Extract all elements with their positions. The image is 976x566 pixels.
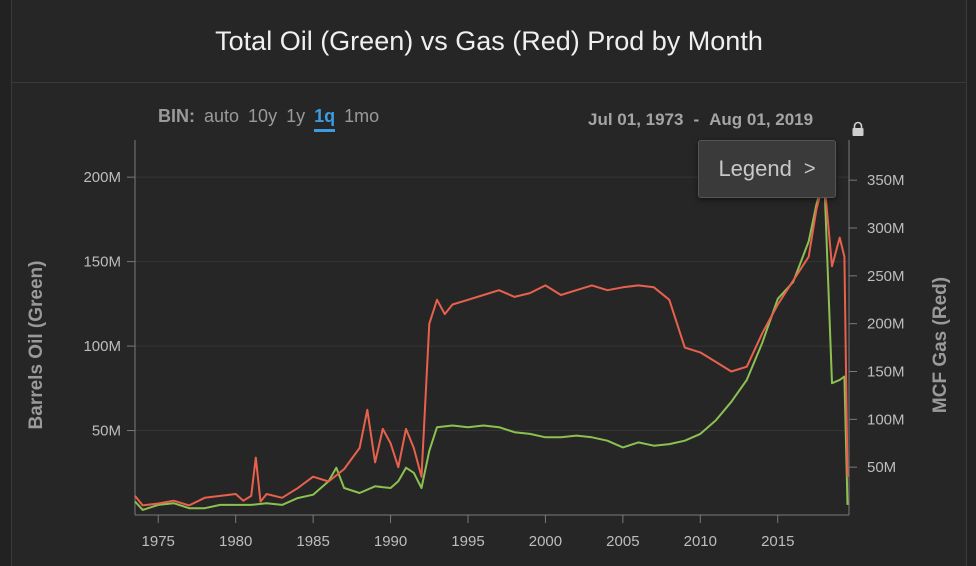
y-right-tick-label: 350M [867, 172, 905, 189]
bin-option-10y[interactable]: 10y [248, 106, 278, 126]
grid-lines [135, 176, 849, 432]
bin-label: BIN: [158, 106, 195, 126]
bin-option-1mo[interactable]: 1mo [344, 106, 380, 126]
y-right-tick-label: 150M [867, 364, 905, 381]
y-right-tick-label: 250M [867, 268, 905, 285]
lock-icon[interactable] [850, 121, 866, 137]
chevron-right-icon: > [803, 157, 816, 180]
chart-title: Total Oil (Green) vs Gas (Red) Prod by M… [215, 25, 763, 56]
y-left-tick-label: 200M [83, 169, 121, 186]
y-right-tick-label: 100M [867, 411, 905, 428]
legend-button[interactable]: Legend > [698, 140, 836, 198]
y-left-tick-label: 50M [92, 423, 121, 440]
date-range[interactable]: Jul 01, 1973 - Aug 01, 2019 [588, 110, 813, 130]
x-tick-label: 2010 [684, 533, 717, 550]
x-tick-label: 1985 [296, 533, 329, 550]
series-lines [134, 176, 849, 511]
date-range-end: Aug 01, 2019 [709, 110, 814, 129]
x-tick-label: 2005 [606, 533, 639, 550]
date-range-separator: - [693, 110, 700, 129]
x-tick-label: 1975 [142, 533, 175, 550]
y-left-tick-label: 100M [83, 338, 121, 355]
x-tick-label: 1990 [374, 533, 407, 550]
tick-labels: 50M 100M 150M 200M 50M 100M 150M 200M 250M 300M 35… [83, 169, 904, 550]
date-range-start: Jul 01, 1973 [588, 110, 684, 129]
series-line-oil [134, 176, 849, 511]
chart-panel: Total Oil (Green) vs Gas (Red) Prod by M… [11, 0, 967, 566]
y-axis-left-title: Barrels Oil (Green) [26, 261, 47, 430]
y-right-tick-label: 200M [867, 316, 905, 333]
y-left-tick-label: 150M [83, 254, 121, 271]
x-tick-label: 2015 [761, 533, 794, 550]
x-tick-label: 1995 [451, 533, 484, 550]
legend-label: Legend [718, 156, 792, 181]
axes [127, 140, 857, 523]
x-tick-label: 1980 [219, 533, 252, 550]
y-right-tick-label: 300M [867, 220, 905, 237]
x-tick-label: 2000 [529, 533, 562, 550]
y-right-tick-label: 50M [867, 459, 896, 476]
y-axis-right-title: MCF Gas (Red) [930, 277, 951, 413]
bin-option-1y[interactable]: 1y [286, 106, 306, 126]
bin-option-auto[interactable]: auto [204, 106, 240, 126]
series-line-gas [134, 179, 849, 507]
bin-option-1q[interactable]: 1q [314, 106, 336, 132]
bin-controls: BIN: auto 10y 1y 1q 1mo [158, 106, 379, 132]
title-bar: Total Oil (Green) vs Gas (Red) Prod by M… [12, 0, 966, 83]
